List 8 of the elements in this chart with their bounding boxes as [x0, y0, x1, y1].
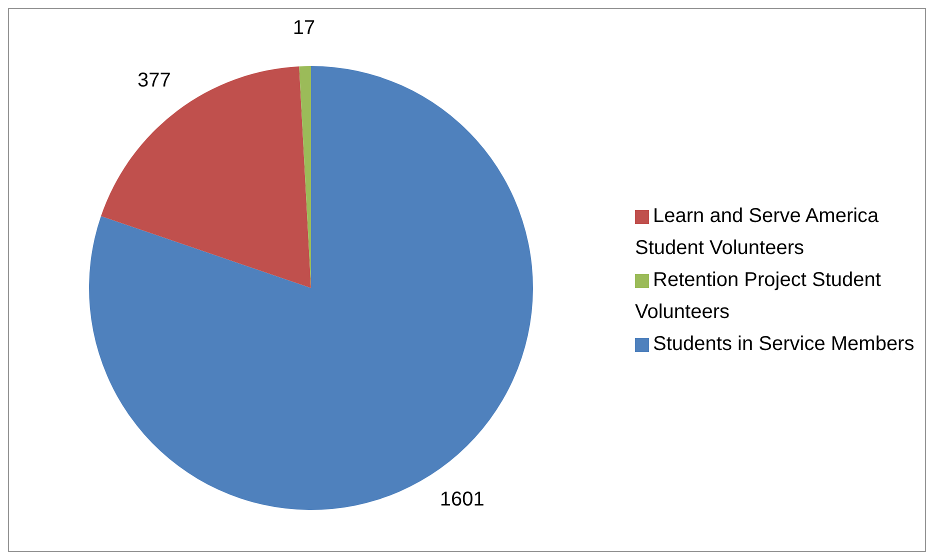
data-label: 1601 — [440, 488, 484, 511]
legend-label: Learn and Serve America Student Volunteers — [635, 205, 879, 259]
data-label: 377 — [138, 70, 171, 92]
data-label: 17 — [292, 17, 316, 40]
legend-label: Retention Project Student Volunteers — [635, 269, 881, 323]
pie-slice — [100, 66, 311, 288]
pie-slice — [89, 66, 533, 510]
legend-label: Students in Service Members — [653, 333, 914, 355]
